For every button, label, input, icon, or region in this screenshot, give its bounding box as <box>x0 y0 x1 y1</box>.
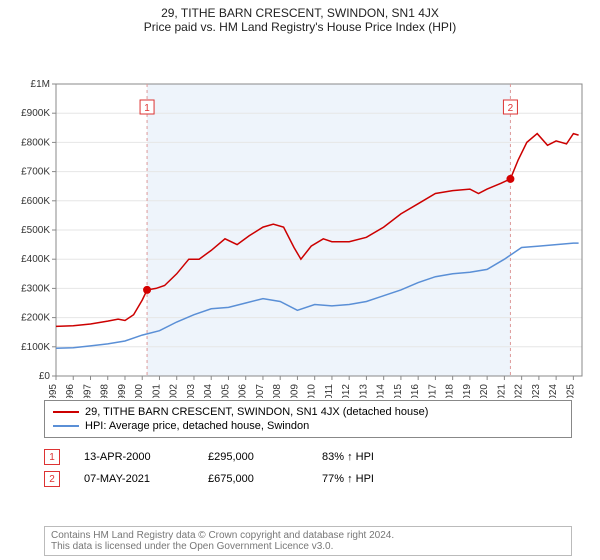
svg-text:2000: 2000 <box>134 384 145 398</box>
chart-subtitle: Price paid vs. HM Land Registry's House … <box>0 20 600 38</box>
footer-line2: This data is licensed under the Open Gov… <box>51 541 565 552</box>
chart-container: 29, TITHE BARN CRESCENT, SWINDON, SN1 4J… <box>0 0 600 560</box>
svg-text:£500K: £500K <box>21 225 50 236</box>
legend-swatch <box>53 425 79 427</box>
svg-text:2008: 2008 <box>272 384 283 398</box>
svg-text:2022: 2022 <box>514 384 525 398</box>
legend-row: 29, TITHE BARN CRESCENT, SWINDON, SN1 4J… <box>53 405 563 419</box>
footer-notice: Contains HM Land Registry data © Crown c… <box>44 526 572 556</box>
price-chart: £0 £100K £200K £300K £400K £500K £600K £700K £80… <box>0 38 600 398</box>
svg-text:£800K: £800K <box>21 137 50 148</box>
svg-text:1995: 1995 <box>48 384 59 398</box>
svg-text:2016: 2016 <box>410 384 421 398</box>
transaction-row: 2 07-MAY-2021 £675,000 77% ↑ HPI <box>44 468 572 490</box>
svg-text:£600K: £600K <box>21 196 50 207</box>
svg-text:2001: 2001 <box>151 384 162 398</box>
svg-text:1: 1 <box>144 103 150 114</box>
transaction-date: 07-MAY-2021 <box>84 473 184 485</box>
svg-text:1997: 1997 <box>82 384 93 398</box>
transaction-badge: 2 <box>44 471 60 487</box>
svg-text:1996: 1996 <box>65 384 76 398</box>
footer-line1: Contains HM Land Registry data © Crown c… <box>51 530 565 541</box>
svg-text:2011: 2011 <box>324 384 335 398</box>
svg-text:2004: 2004 <box>203 384 214 398</box>
legend-row: HPI: Average price, detached house, Swin… <box>53 419 563 433</box>
svg-text:2021: 2021 <box>496 384 507 398</box>
svg-text:2006: 2006 <box>238 384 249 398</box>
svg-text:£300K: £300K <box>21 283 50 294</box>
svg-text:£1M: £1M <box>31 79 50 90</box>
svg-text:2007: 2007 <box>255 384 266 398</box>
svg-text:£900K: £900K <box>21 108 50 119</box>
svg-text:2: 2 <box>508 103 514 114</box>
svg-text:2012: 2012 <box>341 384 352 398</box>
transaction-row: 1 13-APR-2000 £295,000 83% ↑ HPI <box>44 446 572 468</box>
svg-text:2018: 2018 <box>445 384 456 398</box>
svg-text:2013: 2013 <box>358 384 369 398</box>
chart-title: 29, TITHE BARN CRESCENT, SWINDON, SN1 4J… <box>0 0 600 20</box>
svg-text:£200K: £200K <box>21 313 50 324</box>
svg-text:2024: 2024 <box>548 384 559 398</box>
svg-text:£100K: £100K <box>21 342 50 353</box>
svg-text:2019: 2019 <box>462 384 473 398</box>
legend-label: HPI: Average price, detached house, Swin… <box>85 420 309 432</box>
transaction-price: £295,000 <box>208 451 298 463</box>
svg-text:£0: £0 <box>39 371 51 382</box>
svg-text:2015: 2015 <box>393 384 404 398</box>
svg-text:2010: 2010 <box>307 384 318 398</box>
svg-text:2025: 2025 <box>565 384 576 398</box>
transactions-table: 1 13-APR-2000 £295,000 83% ↑ HPI 2 07-MAY-202… <box>44 446 572 490</box>
legend-label: 29, TITHE BARN CRESCENT, SWINDON, SN1 4J… <box>85 406 428 418</box>
svg-text:1999: 1999 <box>117 384 128 398</box>
svg-text:2005: 2005 <box>220 384 231 398</box>
transaction-hpi: 77% ↑ HPI <box>322 473 412 485</box>
legend: 29, TITHE BARN CRESCENT, SWINDON, SN1 4J… <box>44 400 572 438</box>
svg-text:2017: 2017 <box>427 384 438 398</box>
transaction-price: £675,000 <box>208 473 298 485</box>
svg-text:2023: 2023 <box>531 384 542 398</box>
svg-text:2003: 2003 <box>186 384 197 398</box>
legend-swatch <box>53 411 79 413</box>
svg-text:£400K: £400K <box>21 254 50 265</box>
svg-text:2009: 2009 <box>289 384 300 398</box>
svg-text:£700K: £700K <box>21 167 50 178</box>
transaction-hpi: 83% ↑ HPI <box>322 451 412 463</box>
svg-text:1998: 1998 <box>100 384 111 398</box>
svg-text:2014: 2014 <box>376 384 387 398</box>
transaction-badge: 1 <box>44 449 60 465</box>
svg-text:2002: 2002 <box>169 384 180 398</box>
transaction-date: 13-APR-2000 <box>84 451 184 463</box>
svg-text:2020: 2020 <box>479 384 490 398</box>
